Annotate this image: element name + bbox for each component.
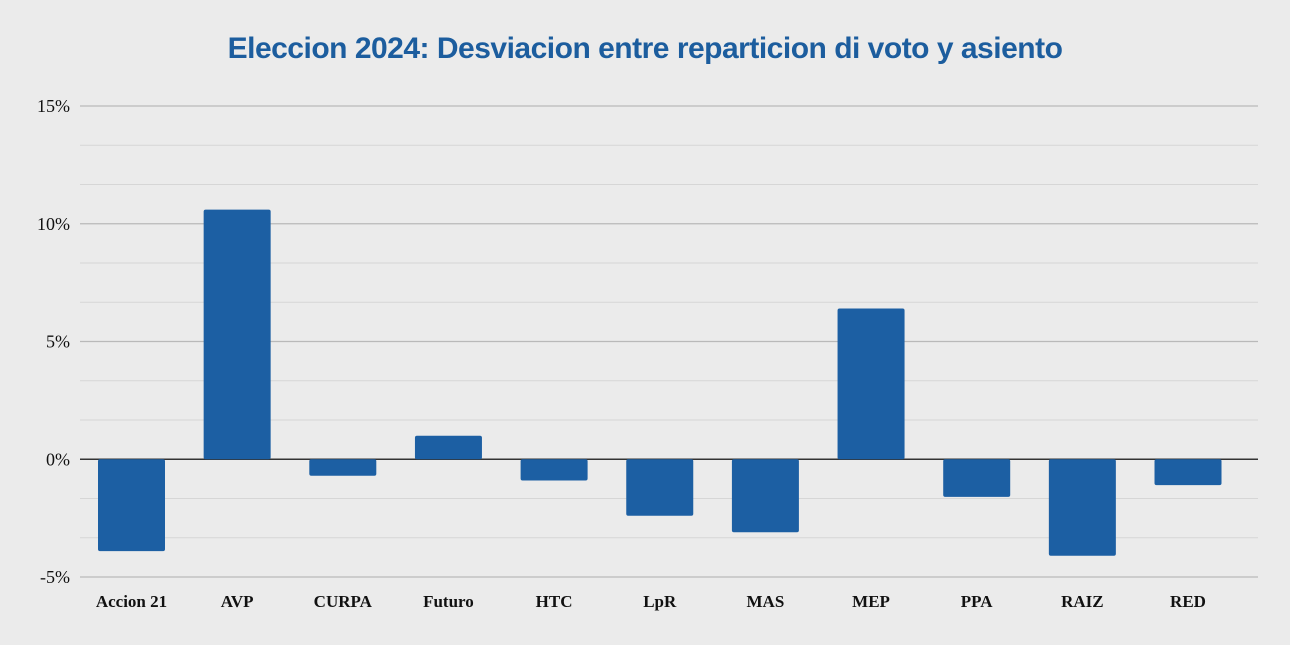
bar-ppa (943, 459, 1011, 497)
y-tick-label: 10% (37, 214, 70, 234)
bar-accion-21 (98, 459, 165, 552)
x-category-label: HTC (536, 592, 573, 611)
x-category-label: CURPA (314, 592, 373, 611)
x-category-label: LpR (643, 592, 677, 611)
x-category-label: RED (1170, 592, 1206, 611)
y-tick-label: 0% (46, 449, 70, 469)
bar-mep (837, 308, 905, 460)
x-category-label: PPA (961, 592, 994, 611)
bar-htc (520, 459, 588, 481)
bar-mas (731, 459, 799, 533)
x-category-label: Accion 21 (96, 592, 167, 611)
bar-futuro (414, 435, 482, 460)
y-tick-label: 5% (46, 332, 70, 352)
bar-red (1154, 459, 1222, 486)
x-category-label: MEP (852, 592, 890, 611)
x-category-label: AVP (221, 592, 254, 611)
y-tick-label: -5% (40, 567, 70, 587)
chart-title: Eleccion 2024: Desviacion entre repartic… (227, 32, 1063, 65)
bar-lpr (626, 459, 694, 516)
x-category-label: MAS (747, 592, 785, 611)
y-tick-label: 15% (37, 96, 70, 116)
bar-avp (203, 209, 271, 460)
bar-curpa (309, 459, 377, 476)
bar-raiz (1048, 459, 1116, 556)
x-category-label: Futuro (423, 592, 474, 611)
x-category-label: RAIZ (1061, 592, 1104, 611)
